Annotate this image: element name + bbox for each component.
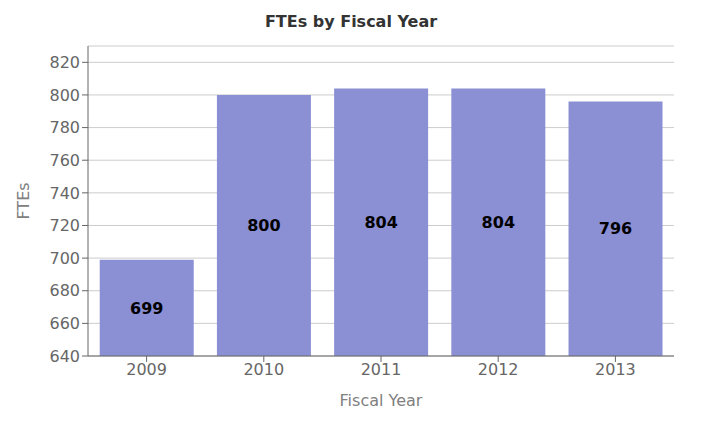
- svg-text:2009: 2009: [126, 360, 167, 379]
- svg-text:800: 800: [49, 86, 80, 105]
- svg-text:796: 796: [599, 219, 632, 238]
- svg-text:699: 699: [130, 299, 163, 318]
- svg-text:2010: 2010: [243, 360, 284, 379]
- svg-text:640: 640: [49, 347, 80, 366]
- svg-text:800: 800: [247, 216, 280, 235]
- svg-text:2012: 2012: [478, 360, 519, 379]
- svg-text:780: 780: [49, 118, 80, 137]
- svg-text:804: 804: [482, 213, 515, 232]
- svg-text:FTEs: FTEs: [14, 182, 33, 219]
- svg-text:804: 804: [364, 213, 397, 232]
- svg-text:Fiscal Year: Fiscal Year: [340, 391, 423, 410]
- html-text:FTEs by Fiscal Year: FTEs by Fiscal Year: [264, 12, 438, 31]
- svg-text:700: 700: [49, 249, 80, 268]
- svg-text:760: 760: [49, 151, 80, 170]
- svg-text:740: 740: [49, 184, 80, 203]
- svg-text:820: 820: [49, 53, 80, 72]
- svg-text:660: 660: [49, 314, 80, 333]
- svg-text:2013: 2013: [595, 360, 636, 379]
- svg-text:2011: 2011: [361, 360, 402, 379]
- svg-text:680: 680: [49, 281, 80, 300]
- svg-text:720: 720: [49, 216, 80, 235]
